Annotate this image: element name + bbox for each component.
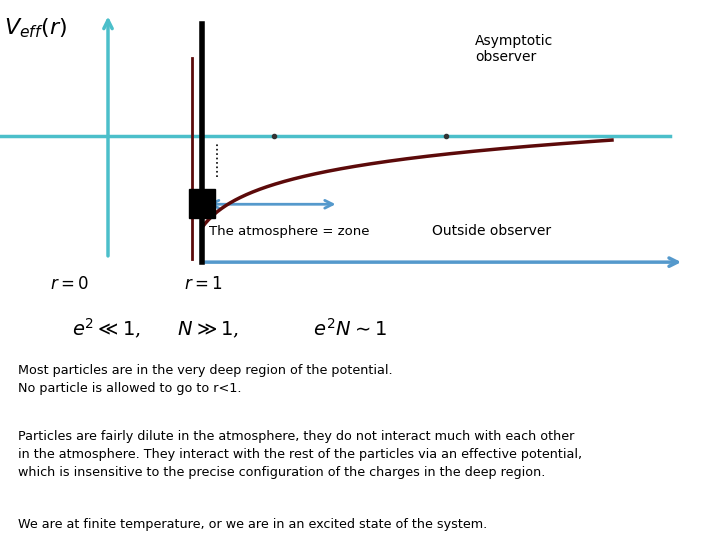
- Text: We are at finite temperature, or we are in an excited state of the system.: We are at finite temperature, or we are …: [18, 518, 487, 531]
- Text: Most particles are in the very deep region of the potential.
No particle is allo: Most particles are in the very deep regi…: [18, 364, 392, 395]
- Text: Particles are fairly dilute in the atmosphere, they do not interact much with ea: Particles are fairly dilute in the atmos…: [18, 430, 582, 479]
- Bar: [189, 189, 215, 218]
- Text: $r=0$: $r=0$: [50, 276, 89, 293]
- Text: $r=1$: $r=1$: [184, 276, 222, 293]
- Text: $V_{eff}(r)$: $V_{eff}(r)$: [4, 16, 66, 39]
- Text: Asymptotic
observer: Asymptotic observer: [475, 34, 554, 64]
- Text: Outside observer: Outside observer: [432, 224, 551, 238]
- Text: The atmosphere = zone: The atmosphere = zone: [209, 225, 369, 238]
- Text: $e^2 \ll 1$,      $N \gg 1$,            $e^2 N \sim 1$: $e^2 \ll 1$, $N \gg 1$, $e^2 N \sim 1$: [72, 318, 387, 341]
